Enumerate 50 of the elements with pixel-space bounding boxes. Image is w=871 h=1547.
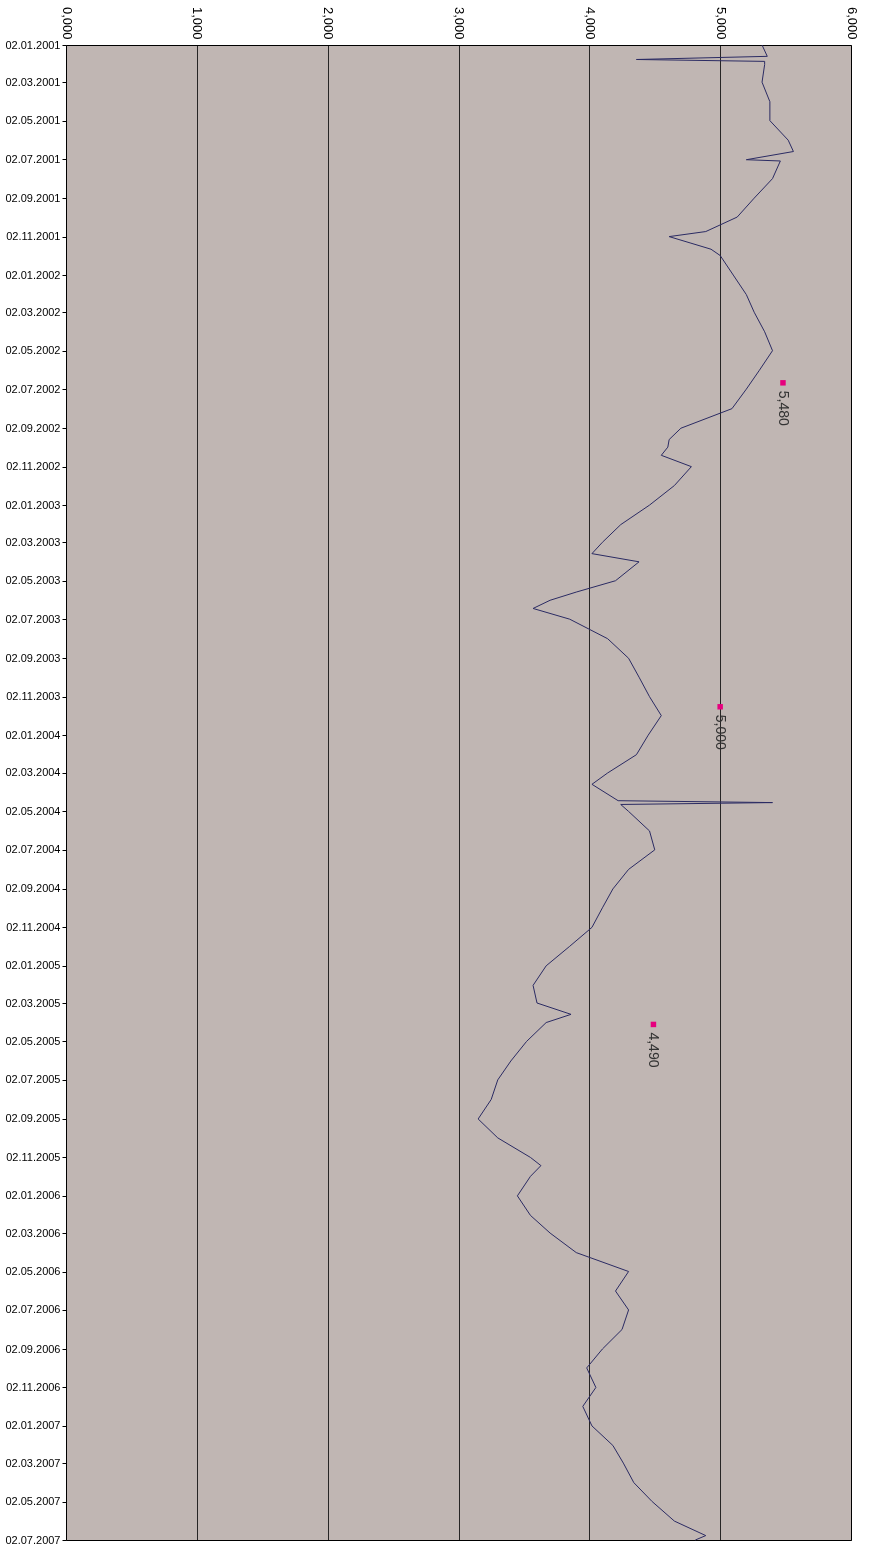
x-tick-label: 3,000 bbox=[452, 6, 467, 40]
y-tick-label: 02.05.2006 bbox=[5, 1265, 61, 1278]
y-tick-label: 02.11.2003 bbox=[6, 690, 61, 703]
y-tick-label: 02.09.2006 bbox=[5, 1342, 61, 1355]
y-tick-label: 02.01.2006 bbox=[5, 1189, 61, 1202]
x-tick-label: 2,000 bbox=[321, 6, 337, 40]
y-tick-label: 02.07.2001 bbox=[5, 152, 61, 165]
y-tick-label: 02.03.2004 bbox=[5, 766, 61, 779]
y-tick-label: 02.07.2005 bbox=[5, 1073, 61, 1086]
y-tick-label: 02.03.2005 bbox=[5, 996, 61, 1009]
y-tick-label: 02.03.2006 bbox=[5, 1226, 61, 1239]
x-tick-label: 0,000 bbox=[59, 6, 75, 40]
y-tick-label: 02.03.2007 bbox=[5, 1456, 61, 1469]
y-tick-label: 02.05.2007 bbox=[5, 1495, 61, 1508]
y-tick-label: 02.05.2002 bbox=[5, 344, 61, 357]
y-tick-label: 02.03.2001 bbox=[5, 75, 61, 88]
y-tick-label: 02.07.2006 bbox=[5, 1303, 61, 1316]
y-tick-label: 02.05.2004 bbox=[5, 804, 61, 817]
data-label: 4,490 bbox=[646, 1032, 663, 1068]
x-tick-label: 4,000 bbox=[582, 6, 598, 40]
data-label: 5,480 bbox=[775, 390, 792, 427]
y-tick-label: 02.09.2005 bbox=[5, 1112, 61, 1125]
y-tick-label: 02.05.2005 bbox=[5, 1034, 61, 1047]
x-tick-label: 6,000 bbox=[844, 6, 860, 40]
y-tick-label: 02.11.2005 bbox=[6, 1150, 61, 1163]
y-tick-label: 02.03.2002 bbox=[5, 305, 61, 318]
y-tick-label: 02.01.2001 bbox=[5, 38, 61, 51]
y-tick-label: 02.09.2001 bbox=[5, 191, 61, 204]
y-tick-label: 02.11.2002 bbox=[6, 460, 61, 473]
y-tick-label: 02.01.2002 bbox=[5, 268, 61, 281]
y-tick-label: 02.01.2004 bbox=[5, 728, 61, 741]
y-tick-label: 02.01.2003 bbox=[5, 498, 61, 511]
y-tick-label: 02.11.2004 bbox=[6, 920, 61, 933]
y-tick-label: 02.07.2007 bbox=[5, 1533, 61, 1546]
y-tick-label: 02.05.2001 bbox=[5, 114, 61, 127]
y-tick-label: 02.07.2003 bbox=[5, 612, 61, 625]
y-tick-label: 02.11.2006 bbox=[6, 1380, 61, 1393]
y-tick-label: 02.07.2004 bbox=[5, 843, 61, 856]
y-tick-label: 02.07.2002 bbox=[5, 382, 61, 395]
x-tick-label: 1,000 bbox=[190, 6, 206, 40]
y-tick-label: 02.01.2005 bbox=[5, 959, 61, 972]
x-tick-label: 5,000 bbox=[713, 6, 729, 40]
y-tick-label: 02.11.2001 bbox=[6, 230, 61, 243]
y-tick-label: 02.01.2007 bbox=[5, 1419, 61, 1432]
y-tick-label: 02.09.2002 bbox=[5, 421, 61, 434]
y-tick-label: 02.09.2004 bbox=[5, 882, 61, 895]
y-tick-label: 02.09.2003 bbox=[5, 651, 61, 664]
y-tick-label: 02.03.2003 bbox=[5, 535, 61, 548]
data-label: 5,000 bbox=[713, 714, 730, 751]
y-tick-label: 02.05.2003 bbox=[5, 574, 61, 587]
